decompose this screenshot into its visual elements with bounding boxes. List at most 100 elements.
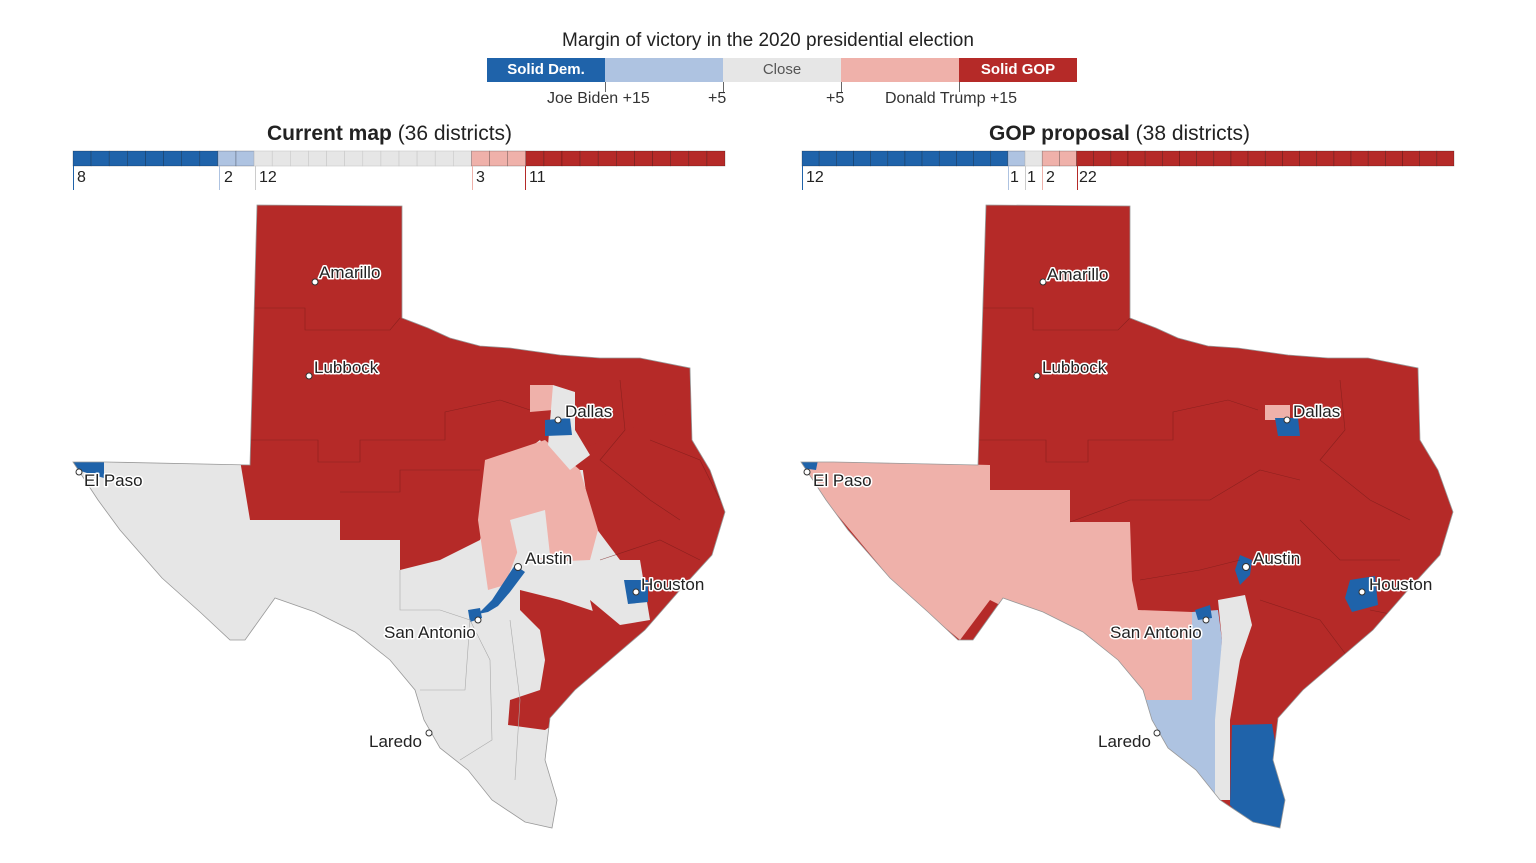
texas-maps: Amarillo Lubbock Dallas El Paso Austin H… — [72, 204, 1454, 829]
district-cell — [181, 150, 201, 167]
district-cell — [818, 150, 837, 167]
count-lean-gop: 3 — [476, 169, 485, 186]
district-cell — [1059, 150, 1077, 167]
city-marker — [554, 416, 562, 424]
legend-tick — [841, 82, 842, 92]
district-cell — [1162, 150, 1180, 167]
district-cell — [72, 150, 92, 167]
district-cell — [579, 150, 599, 167]
city-label: Laredo — [369, 732, 422, 751]
district-cell — [90, 150, 110, 167]
legend-lean-gop — [841, 58, 959, 82]
count-tick — [219, 166, 220, 190]
city-label: Dallas — [1293, 402, 1340, 421]
city-label: Austin — [1253, 549, 1300, 568]
district-cell — [706, 150, 726, 167]
district-cell — [1385, 150, 1403, 167]
district-cell — [235, 150, 255, 167]
district-cell — [1419, 150, 1438, 167]
city-marker — [803, 468, 811, 476]
solid-dem-austin — [478, 565, 525, 614]
district-cell — [1093, 150, 1112, 167]
district-cell — [453, 150, 472, 167]
district-cell — [308, 150, 327, 167]
district-cell — [1024, 150, 1043, 167]
count-lean-dem: 2 — [224, 169, 233, 186]
count-lean-dem: 1 — [1010, 169, 1019, 186]
city-label: Laredo — [1098, 732, 1151, 751]
district-cell — [634, 150, 653, 167]
count-solid-dem: 12 — [806, 169, 824, 186]
city-label: San Antonio — [1110, 623, 1202, 642]
close-houston — [590, 560, 650, 625]
legend-label-dem5: +5 — [708, 90, 727, 107]
district-cell — [344, 150, 364, 167]
city-marker — [305, 372, 313, 380]
district-cell — [1436, 150, 1455, 167]
solid-dem-elpaso — [73, 460, 104, 478]
panel-title-current: Current map (36 districts) — [267, 122, 513, 145]
district-cell — [290, 150, 309, 167]
count-tick — [73, 166, 74, 190]
city-label: Amarillo — [1047, 265, 1108, 284]
count-strip-proposal — [801, 150, 1455, 167]
city-marker — [1242, 563, 1250, 571]
district-cell — [1247, 150, 1266, 167]
city-marker — [474, 616, 482, 624]
count-tick — [255, 166, 256, 190]
count-tick — [802, 166, 803, 190]
district-cell — [108, 150, 128, 167]
city-marker — [425, 729, 433, 737]
district-cell — [1402, 150, 1420, 167]
city-marker — [514, 563, 522, 571]
city-label: Dallas — [565, 402, 612, 421]
district-cell — [1110, 150, 1129, 167]
district-count-strips — [72, 150, 1455, 167]
city-marker — [1202, 616, 1210, 624]
city-marker — [632, 588, 640, 596]
district-cell — [416, 150, 436, 167]
lean-gop-dallas — [530, 385, 553, 412]
city-label: Amarillo — [319, 263, 380, 282]
solid-dem-southeast — [1230, 724, 1285, 828]
lean-dem-south — [1120, 610, 1222, 800]
count-close: 12 — [259, 169, 277, 186]
district-cell — [380, 150, 400, 167]
district-cell — [434, 150, 454, 167]
district-cell — [921, 150, 940, 167]
district-cell — [217, 150, 237, 167]
count-solid-gop: 11 — [529, 169, 546, 186]
legend-solid-gop: Solid GOP — [959, 58, 1077, 82]
city-marker — [1358, 588, 1366, 596]
count-tick — [1042, 166, 1043, 190]
legend-tick — [723, 82, 724, 92]
district-cell — [652, 150, 671, 167]
district-cell — [1264, 150, 1283, 167]
city-label: Lubbock — [314, 358, 379, 377]
district-cell — [801, 150, 820, 167]
legend-tick — [605, 82, 606, 92]
district-cell — [1367, 150, 1386, 167]
district-cell — [398, 150, 418, 167]
city-label: San Antonio — [384, 623, 476, 642]
district-cell — [362, 150, 382, 167]
cities-proposal: Amarillo Lubbock Dallas El Paso Austin H… — [803, 264, 1434, 753]
district-cell — [1179, 150, 1197, 167]
district-cell — [1076, 150, 1094, 167]
district-cell — [670, 150, 690, 167]
city-label: Lubbock — [1042, 358, 1107, 377]
count-close: 1 — [1027, 169, 1036, 186]
district-cell — [836, 150, 854, 167]
solid-dem-dallas — [1275, 418, 1300, 436]
district-cell — [525, 150, 545, 167]
district-cell — [471, 150, 490, 167]
lean-gop-dallas — [1265, 405, 1290, 420]
texas-outline-proposal — [800, 204, 1454, 829]
legend-solid-dem: Solid Dem. — [487, 58, 605, 82]
district-cell — [1213, 150, 1232, 167]
district-cell — [973, 150, 992, 167]
district-cell — [956, 150, 974, 167]
legend-title: Margin of victory in the 2020 presidenti… — [562, 30, 974, 51]
district-cell — [271, 150, 291, 167]
district-cell — [1282, 150, 1300, 167]
